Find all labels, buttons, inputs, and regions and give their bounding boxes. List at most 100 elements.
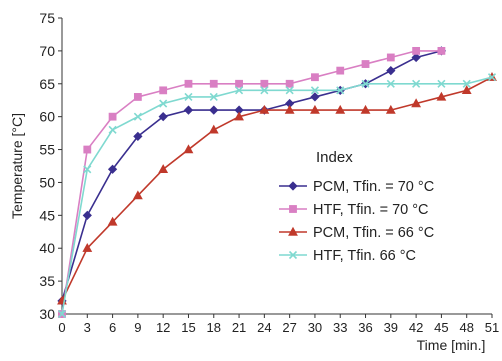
data-point: [83, 165, 92, 174]
data-point: [284, 104, 295, 114]
data-point: [336, 86, 345, 95]
data-point: [184, 92, 193, 101]
data-point: [437, 46, 446, 55]
data-point: [209, 105, 219, 115]
x-marker-stroke: [462, 79, 471, 88]
y-tick-label: 40: [39, 240, 55, 256]
data-point: [311, 73, 319, 82]
data-point: [361, 60, 370, 68]
x-tick-label: 12: [156, 320, 170, 335]
x-marker-stroke: [336, 86, 345, 95]
data-point: [133, 93, 142, 101]
legend-title: Index: [316, 149, 353, 166]
data-point: [310, 104, 320, 114]
series-line: [61, 76, 493, 302]
data-point: [310, 92, 320, 102]
legend-marker: [288, 181, 298, 191]
series-line: [61, 76, 493, 315]
data-point: [386, 53, 395, 62]
x-tick-label: 0: [58, 320, 65, 335]
data-point: [82, 242, 93, 252]
x-marker-stroke: [487, 73, 497, 82]
series-line: [61, 50, 442, 302]
data-point: [412, 46, 421, 55]
data-point: [436, 91, 447, 101]
data-point: [260, 79, 269, 88]
data-point: [108, 125, 117, 134]
data-point: [336, 66, 345, 75]
data-point: [412, 79, 421, 88]
data-point: [159, 86, 168, 95]
x-tick-label: 18: [207, 320, 221, 335]
series-2: [58, 46, 446, 318]
x-marker-stroke: [310, 86, 320, 95]
data-point: [183, 105, 194, 115]
data-point: [209, 79, 218, 88]
data-point: [159, 99, 168, 108]
legend-label: HTF, Tfin. 66 °C: [313, 248, 416, 264]
legend-item: PCM, Tfin. = 70 °C: [279, 179, 434, 195]
data-point: [235, 79, 243, 88]
x-tick-label: 33: [333, 320, 347, 335]
data-point: [437, 79, 446, 88]
legend-item: PCM, Tfin. = 66 °C: [279, 225, 434, 241]
x-marker-stroke: [437, 79, 446, 88]
data-point: [209, 92, 218, 101]
legend-marker: [289, 205, 297, 213]
legend-label: PCM, Tfin. = 70 °C: [313, 179, 434, 195]
data-point: [234, 111, 244, 121]
legend-label: HTF, Tfin. = 70 °C: [313, 202, 429, 218]
data-point: [107, 164, 118, 174]
x-marker-stroke: [57, 309, 67, 319]
y-tick-label: 30: [39, 306, 55, 322]
x-tick-label: 51: [485, 320, 499, 335]
x-marker-stroke: [108, 125, 117, 134]
x-tick-label: 15: [181, 320, 195, 335]
x-marker-stroke: [361, 79, 370, 88]
x-marker-stroke: [260, 86, 269, 95]
y-tick-label: 35: [39, 273, 55, 289]
data-point: [184, 79, 193, 88]
x-tick-label: 42: [409, 320, 423, 335]
x-tick-label: 30: [308, 320, 322, 335]
series-4: [57, 73, 497, 319]
y-tick-label: 50: [39, 174, 55, 190]
x-tick-label: 6: [109, 320, 116, 335]
x-marker-stroke: [412, 79, 421, 88]
x-marker-stroke: [209, 92, 218, 101]
x-axis-label: Time [min.]: [417, 337, 486, 353]
y-tick-label: 65: [39, 76, 55, 92]
data-point: [260, 86, 269, 95]
data-point: [462, 79, 471, 88]
y-tick-label: 55: [39, 142, 55, 158]
data-point: [132, 190, 143, 200]
x-marker-stroke: [83, 165, 92, 174]
x-tick-label: 48: [459, 320, 473, 335]
data-point: [285, 79, 294, 88]
x-tick-label: 21: [232, 320, 246, 335]
data-point: [208, 124, 219, 134]
data-point: [158, 164, 169, 173]
x-tick-label: 36: [358, 320, 372, 335]
data-point: [360, 104, 371, 114]
x-marker-stroke: [285, 86, 294, 95]
data-point: [234, 86, 244, 95]
x-marker-stroke: [288, 250, 298, 260]
legend: Index PCM, Tfin. = 70 °C HTF, Tfin. = 70 °…: [279, 149, 434, 264]
x-tick-label: 45: [434, 320, 448, 335]
data-point: [57, 309, 67, 319]
series-1: [57, 46, 447, 306]
y-tick-label: 60: [39, 109, 55, 125]
x-tick-label: 9: [134, 320, 141, 335]
x-tick-label: 24: [257, 320, 271, 335]
series-line: [61, 50, 442, 315]
data-point: [133, 131, 143, 142]
x-tick-label: 27: [282, 320, 296, 335]
data-point: [335, 104, 346, 114]
data-point: [285, 86, 294, 95]
legend-item: HTF, Tfin. 66 °C: [279, 248, 416, 264]
x-marker-stroke: [184, 92, 193, 101]
